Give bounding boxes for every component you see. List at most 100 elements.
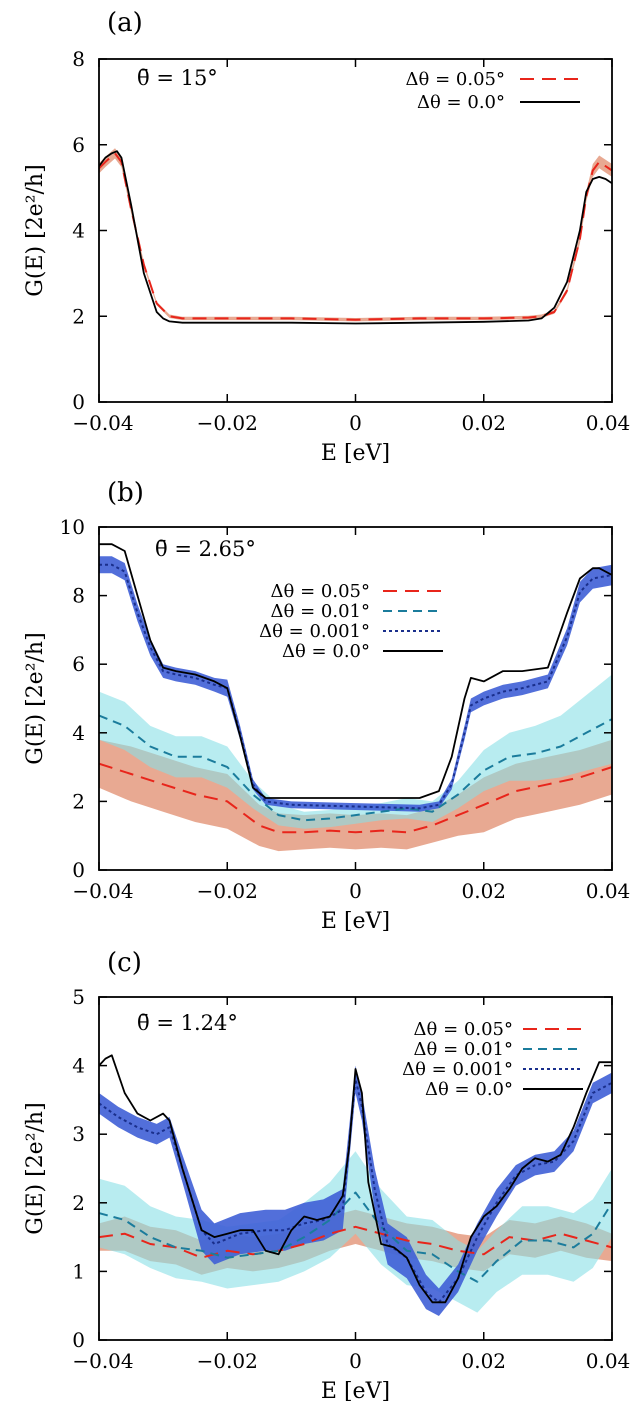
legend-label: Δθ = 0.001° [259, 621, 370, 642]
x-axis-label: E [eV] [321, 909, 390, 934]
x-axis-label: E [eV] [321, 1379, 390, 1404]
error-band [99, 556, 612, 812]
series-line [99, 714, 612, 822]
x-tick-label: −0.02 [197, 1349, 258, 1373]
error-bands [99, 556, 612, 852]
y-tick-label: 0 [72, 1328, 85, 1352]
series-lines [99, 1054, 612, 1304]
panel-c: (c) −0.04 −0.02 0 0.02 0.04 0 1 2 3 4 5 … [23, 948, 630, 1404]
error-bands [99, 148, 612, 322]
legend-entry: Δθ = 0.0° [282, 641, 443, 662]
y-axis-label: G(E) [2e²/h] [23, 164, 48, 296]
panel-b: (b) −0.04 −0.02 0 0.02 0.04 0 2 4 6 8 10… [23, 478, 630, 934]
error-band [99, 674, 612, 829]
y-axis-label: G(E) [2e²/h] [23, 1102, 48, 1234]
y-tick-label: 4 [72, 1054, 85, 1078]
x-tick-label: 0.02 [461, 879, 506, 903]
y-tick-label: 2 [72, 1191, 85, 1215]
error-band [99, 739, 612, 852]
panel-a: (a) −0.04 −0.02 0 0.02 0.04 0 2 4 6 8 E … [23, 8, 630, 466]
y-tick-label: 4 [72, 721, 85, 745]
series-line [99, 1191, 612, 1283]
axis-ticks [98, 526, 613, 871]
legend-entry: Δθ = 0.05° [271, 581, 443, 602]
y-tick-labels: 0 1 2 3 4 5 [72, 985, 85, 1352]
legend-label: Δθ = 0.01° [271, 601, 370, 622]
legend-entry: Δθ = 0.0° [425, 1079, 583, 1100]
legend-label: Δθ = 0.0° [417, 92, 505, 113]
series-line [99, 150, 612, 325]
x-tick-labels: −0.04 −0.02 0 0.02 0.04 [72, 411, 630, 435]
y-tick-labels: 0 2 4 6 8 10 [60, 515, 85, 882]
y-axis-label: G(E) [2e²/h] [23, 632, 48, 764]
legend-label: Δθ = 0.05° [271, 581, 370, 602]
y-tick-label: 6 [72, 133, 85, 157]
panel-label: (b) [107, 478, 144, 508]
x-tick-label: −0.04 [72, 1349, 133, 1373]
y-tick-labels: 0 2 4 6 8 [72, 47, 85, 414]
legend-label: Δθ = 0.01° [414, 1039, 513, 1060]
legend-entry: Δθ = 0.05° [414, 1019, 583, 1040]
plot-frame [98, 58, 613, 403]
x-tick-label: 0.02 [461, 411, 506, 435]
y-tick-label: 8 [72, 47, 85, 71]
x-tick-label: −0.02 [197, 879, 258, 903]
y-tick-label: 2 [72, 789, 85, 813]
legend-entry: Δθ = 0.05° [406, 69, 580, 90]
y-tick-label: 10 [60, 515, 85, 539]
series-line [99, 1054, 612, 1304]
error-bands [99, 1065, 612, 1316]
axis-ticks [98, 58, 613, 403]
legend-label: Δθ = 0.05° [414, 1019, 513, 1040]
y-tick-label: 0 [72, 858, 85, 882]
axis-ticks [98, 996, 613, 1341]
series-line [99, 762, 612, 834]
error-band [99, 1065, 612, 1316]
legend: Δθ = 0.05° Δθ = 0.01° Δθ = 0.001° Δθ = 0… [259, 581, 443, 662]
panel-label: (a) [107, 8, 143, 38]
legend-label: Δθ = 0.05° [406, 69, 505, 90]
legend-entry: Δθ = 0.001° [259, 621, 443, 642]
legend-entry: Δθ = 0.01° [414, 1039, 583, 1060]
series-line [99, 563, 612, 810]
x-tick-label: 0 [349, 879, 362, 903]
legend: Δθ = 0.05° Δθ = 0.01° Δθ = 0.001° Δθ = 0… [402, 1019, 583, 1100]
panel-label: (c) [107, 948, 142, 978]
y-tick-label: 2 [72, 304, 85, 328]
y-tick-label: 6 [72, 652, 85, 676]
legend-label: Δθ = 0.0° [282, 641, 370, 662]
x-tick-label: 0.04 [586, 1349, 631, 1373]
x-tick-label: −0.04 [72, 411, 133, 435]
series-line [99, 1225, 612, 1259]
y-tick-label: 5 [72, 985, 85, 1009]
theta-annotation: θ̄ = 15° [137, 66, 218, 90]
theta-annotation: θ̄ = 1.24° [137, 1011, 238, 1035]
series-lines [99, 543, 612, 834]
legend-entry: Δθ = 0.0° [417, 92, 580, 113]
x-tick-label: 0 [349, 1349, 362, 1373]
x-axis-label: E [eV] [321, 441, 390, 466]
y-tick-label: 8 [72, 584, 85, 608]
legend-entry: Δθ = 0.01° [271, 601, 443, 622]
y-tick-label: 3 [72, 1122, 85, 1146]
y-tick-label: 1 [72, 1259, 85, 1283]
x-tick-labels: −0.04 −0.02 0 0.02 0.04 [72, 879, 630, 903]
y-tick-label: 4 [72, 219, 85, 243]
y-tick-label: 0 [72, 390, 85, 414]
legend-label: Δθ = 0.0° [425, 1079, 513, 1100]
series-lines [99, 150, 612, 325]
legend: Δθ = 0.05° Δθ = 0.0° [406, 69, 580, 113]
theta-annotation: θ̄ = 2.65° [155, 537, 256, 561]
x-tick-label: 0 [349, 411, 362, 435]
legend-label: Δθ = 0.001° [402, 1059, 513, 1080]
x-tick-label: 0.04 [586, 411, 631, 435]
error-band [99, 148, 612, 322]
x-tick-label: −0.04 [72, 879, 133, 903]
x-tick-labels: −0.04 −0.02 0 0.02 0.04 [72, 1349, 630, 1373]
x-tick-label: −0.02 [197, 411, 258, 435]
error-band [99, 1151, 612, 1313]
x-tick-label: 0.04 [586, 879, 631, 903]
legend-entry: Δθ = 0.001° [402, 1059, 583, 1080]
series-line [99, 152, 612, 321]
